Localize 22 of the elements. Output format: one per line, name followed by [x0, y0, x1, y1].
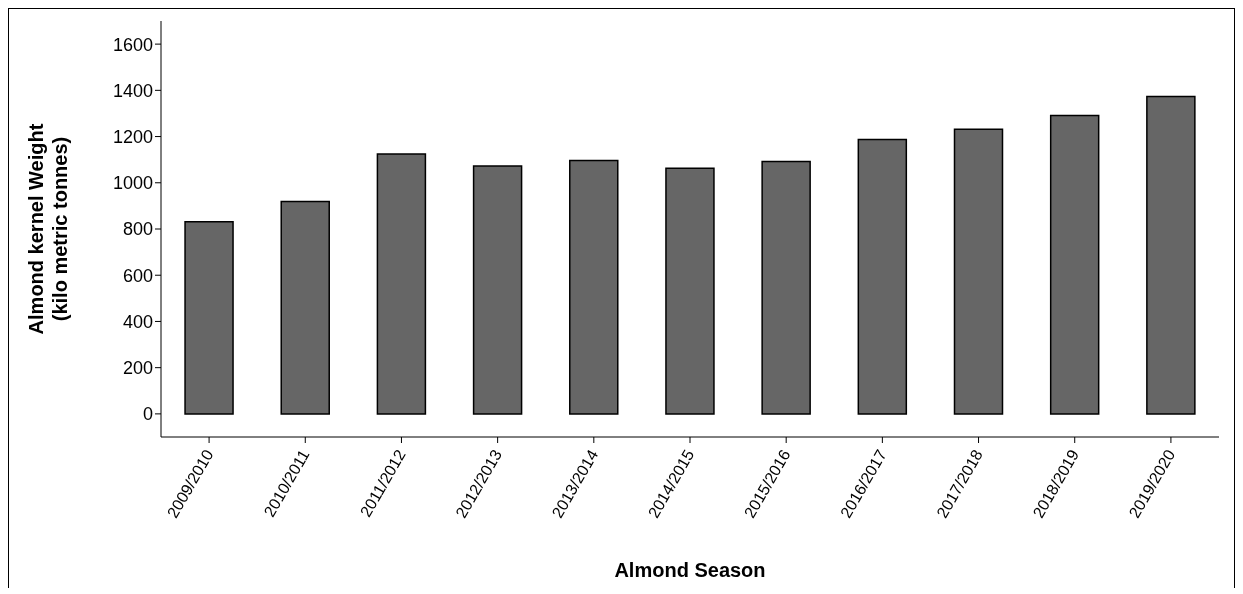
y-tick-label: 0	[142, 404, 153, 425]
y-tick-label: 1600	[112, 34, 153, 55]
bar	[184, 221, 234, 415]
y-tick-label: 600	[122, 265, 153, 286]
y-tick-label: 1200	[112, 126, 153, 147]
y-tick-label: 200	[122, 358, 153, 379]
y-tick-label: 1400	[112, 80, 153, 101]
bar	[761, 160, 811, 415]
y-axis-title: Almond kernel Weight (kilo metric tonnes)	[25, 123, 71, 335]
bar	[280, 200, 330, 415]
bar	[953, 128, 1004, 415]
bar	[472, 165, 523, 415]
y-tick-label: 1000	[112, 173, 153, 194]
bar	[376, 153, 427, 415]
y-tick-label: 800	[122, 219, 153, 240]
bar	[1049, 114, 1100, 415]
x-axis-title: Almond Season	[614, 559, 766, 581]
bar	[857, 138, 908, 415]
bar	[569, 159, 619, 415]
bar	[1146, 95, 1196, 415]
bar	[665, 167, 715, 415]
y-tick-label: 400	[122, 311, 153, 332]
